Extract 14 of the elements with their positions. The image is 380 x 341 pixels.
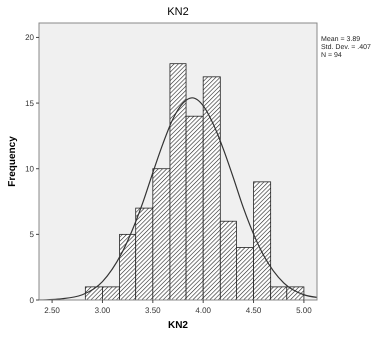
y-tick-label: 0 (30, 296, 35, 305)
chart-title: KN2 (167, 6, 189, 18)
y-tick-label: 10 (25, 164, 35, 174)
y-tick-label: 5 (30, 230, 35, 240)
x-tick-label: 5.00 (296, 306, 312, 315)
y-tick-label: 15 (25, 98, 35, 108)
x-tick-label: 4.00 (195, 306, 212, 315)
x-tick-label: 3.00 (94, 306, 111, 315)
x-tick-label: 3.50 (145, 306, 162, 315)
x-tick-label: 4.50 (246, 306, 262, 315)
x-axis-title: KN2 (168, 320, 188, 331)
x-tick-label: 2.50 (44, 306, 60, 315)
y-tick-label: 20 (25, 33, 35, 42)
y-axis-title: Frequency (7, 136, 18, 187)
